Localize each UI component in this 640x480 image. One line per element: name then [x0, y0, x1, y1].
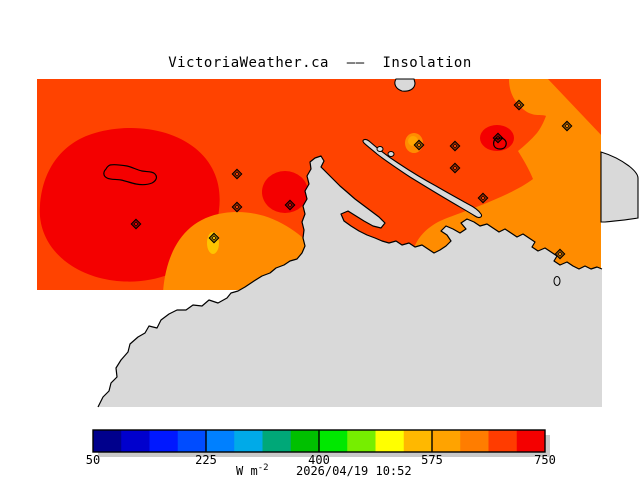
station-marker — [449, 140, 461, 152]
islet-west — [376, 146, 384, 152]
units-base: W m — [236, 464, 258, 478]
colorbar-segment — [460, 430, 489, 452]
station-diamond-inner-icon — [495, 135, 501, 141]
colorbar-segment — [516, 430, 546, 452]
colorbar-segment — [403, 430, 433, 452]
colorbar-timestamp: 2026/04/19 10:52 — [296, 464, 412, 478]
station-diamond-icon — [284, 199, 296, 211]
colorbar-segment — [121, 430, 150, 452]
station-marker — [130, 218, 142, 230]
station-diamond-inner-icon — [564, 123, 570, 129]
station-diamond-inner-icon — [211, 235, 217, 241]
colorbar-tick-label: 750 — [534, 453, 556, 467]
station-marker — [208, 232, 220, 244]
mainland-fill — [98, 156, 602, 407]
colorbar-segment — [206, 430, 235, 452]
station-marker — [513, 99, 525, 111]
colorbar-segment — [177, 430, 207, 452]
station-diamond-icon — [208, 232, 220, 244]
station-diamond-inner-icon — [287, 202, 293, 208]
station-diamond-inner-icon — [516, 102, 522, 108]
colorbar-segment — [375, 430, 405, 452]
colorbar-segment — [290, 430, 320, 452]
island-outline-east — [493, 137, 507, 150]
station-diamond-icon — [477, 192, 489, 204]
station-diamond-icon — [554, 248, 566, 260]
station-diamond-inner-icon — [480, 195, 486, 201]
station-diamond-icon — [130, 218, 142, 230]
station-marker — [477, 192, 489, 204]
field-amber-core — [408, 136, 418, 146]
field-red-cell-west — [39, 128, 220, 282]
colorbar-segment — [319, 430, 348, 452]
station-diamond-inner-icon — [557, 251, 563, 257]
station-diamond-icon — [413, 139, 425, 151]
coastline — [97, 155, 603, 408]
colorbar-tick-label: 400 — [308, 453, 330, 467]
station-marker — [554, 248, 566, 260]
colorbar-segments — [93, 430, 546, 452]
colorbar-segment — [488, 430, 518, 452]
station-diamond-inner-icon — [452, 143, 458, 149]
spit-peninsula — [362, 138, 483, 219]
islet-mid — [387, 151, 395, 157]
station-diamond-inner-icon — [416, 142, 422, 148]
colorbar: 50 225 400 575 750 W m-2 2026/04/19 10:52 — [86, 429, 556, 478]
station-marker — [449, 162, 461, 174]
islet-southeast — [553, 276, 561, 286]
station-diamond-icon — [492, 132, 504, 144]
station-marker — [492, 132, 504, 144]
page-title: VictoriaWeather.ca –– Insolation — [168, 55, 472, 71]
colorbar-units: W m-2 — [236, 463, 269, 478]
land-layer — [97, 78, 639, 408]
colorbar-tick-label: 50 — [86, 453, 100, 467]
station-marker — [284, 199, 296, 211]
colorbar-segment — [347, 430, 376, 452]
station-diamond-icon — [513, 99, 525, 111]
station-diamond-icon — [561, 120, 573, 132]
colorbar-segment — [149, 430, 179, 452]
colorbar-segment — [262, 430, 292, 452]
field-red-cell-mid — [262, 171, 308, 213]
station-diamond-inner-icon — [133, 221, 139, 227]
island-outline-west — [103, 163, 158, 186]
colorbar-tick-label: 225 — [195, 453, 217, 467]
station-diamond-icon — [231, 201, 243, 213]
colorbar-tick-label: 575 — [421, 453, 443, 467]
field-gold-spot — [207, 232, 219, 254]
colorbar-ticks — [205, 430, 433, 452]
station-diamond-inner-icon — [234, 204, 240, 210]
station-diamond-icon — [449, 162, 461, 174]
units-exponent: -2 — [258, 463, 269, 473]
colorbar-segment — [93, 430, 122, 452]
station-diamond-icon — [231, 168, 243, 180]
station-diamond-inner-icon — [234, 171, 240, 177]
station-marker — [561, 120, 573, 132]
station-diamond-icon — [449, 140, 461, 152]
station-marker — [231, 168, 243, 180]
island-north — [394, 78, 416, 92]
colorbar-segment — [432, 430, 461, 452]
colorbar-tick-labels: 50 225 400 575 750 — [86, 453, 556, 467]
station-diamond-inner-icon — [452, 165, 458, 171]
colorbar-segment — [234, 430, 263, 452]
land-wedge-east — [600, 151, 639, 223]
station-marker — [413, 139, 425, 151]
station-marker — [231, 201, 243, 213]
station-markers — [130, 99, 573, 260]
